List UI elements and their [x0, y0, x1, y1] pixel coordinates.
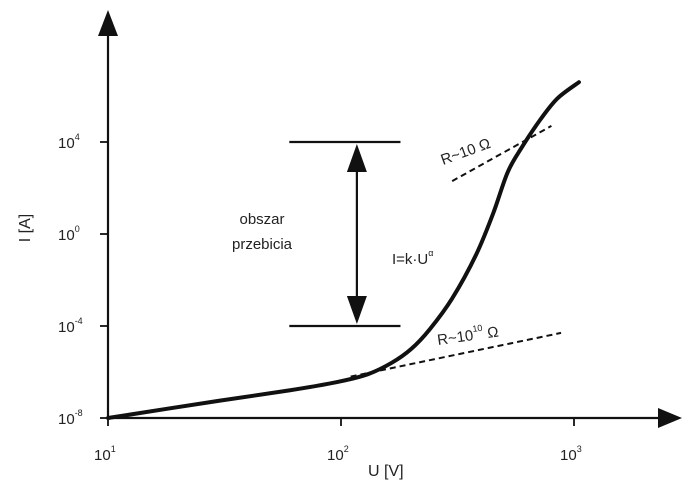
x-axis-label: U [V]	[368, 463, 404, 480]
asymptote-line	[350, 331, 562, 378]
breakdown-range-bar	[289, 140, 401, 328]
y-axis-arrow	[98, 10, 118, 36]
formula-label: I=k·Uα	[392, 248, 433, 268]
asymptote-label: R~1010 Ω	[436, 321, 500, 349]
x-ticks: 101 102 103	[94, 418, 582, 464]
x-tick-label: 101	[94, 444, 116, 464]
asymptotes: R~10 Ω R~1010 Ω	[350, 125, 562, 378]
y-tick-label: 100	[58, 224, 80, 244]
x-axis-arrow	[658, 408, 682, 428]
asymptote-label: R~10 Ω	[439, 135, 493, 169]
range-arrow-up	[346, 144, 367, 172]
asymptote-line	[451, 125, 552, 182]
y-tick-label: 10-8	[58, 408, 83, 428]
y-axis-label: I [A]	[17, 214, 34, 242]
range-label-line1: obszar	[239, 211, 284, 228]
range-arrow-down	[346, 296, 367, 324]
x-tick-label: 102	[327, 444, 349, 464]
iv-curve	[106, 80, 581, 420]
x-tick-label: 103	[560, 444, 582, 464]
y-tick-label: 104	[58, 132, 80, 152]
y-tick-label: 10-4	[58, 316, 83, 336]
y-ticks: 10-8 10-4 100 104	[58, 132, 108, 428]
range-label-line2: przebicia	[232, 236, 293, 253]
